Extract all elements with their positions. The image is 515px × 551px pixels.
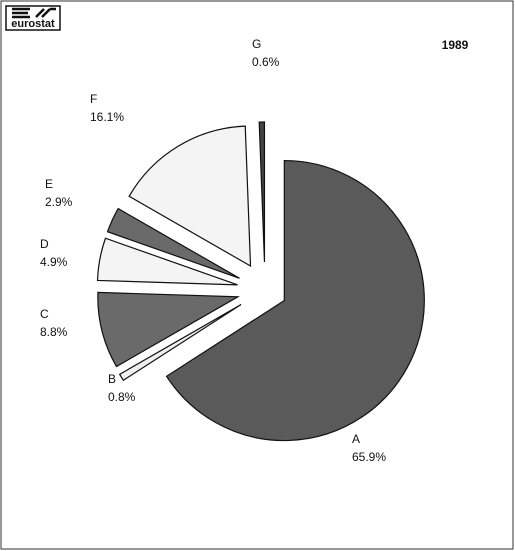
pie-slice <box>118 304 242 382</box>
pie-slice <box>258 121 266 263</box>
slice-label: E <box>45 177 53 191</box>
slice-value-label: 16.1% <box>90 110 124 124</box>
chart-title: 1989 <box>442 38 469 52</box>
pie-slice <box>97 291 240 368</box>
slice-label: D <box>40 237 49 251</box>
slice-label: B <box>108 372 116 386</box>
slice-label: F <box>90 92 97 106</box>
slice-value-label: 65.9% <box>352 450 386 464</box>
slice-value-label: 0.8% <box>108 390 136 404</box>
logo-text: eurostat <box>11 18 55 30</box>
pie-slice <box>128 125 252 268</box>
pie-slice <box>165 159 425 442</box>
slice-value-label: 8.8% <box>40 325 68 339</box>
pie-slice <box>106 207 240 279</box>
slice-value-label: 2.9% <box>45 195 73 209</box>
slice-label: C <box>40 307 49 321</box>
logo-mark <box>12 7 56 19</box>
slice-value-label: 4.9% <box>40 255 68 269</box>
slice-label: G <box>252 37 261 51</box>
logo: eurostat <box>5 5 61 31</box>
slice-value-label: 0.6% <box>252 55 280 69</box>
slice-label: A <box>352 432 360 446</box>
pie-slice <box>96 237 238 286</box>
